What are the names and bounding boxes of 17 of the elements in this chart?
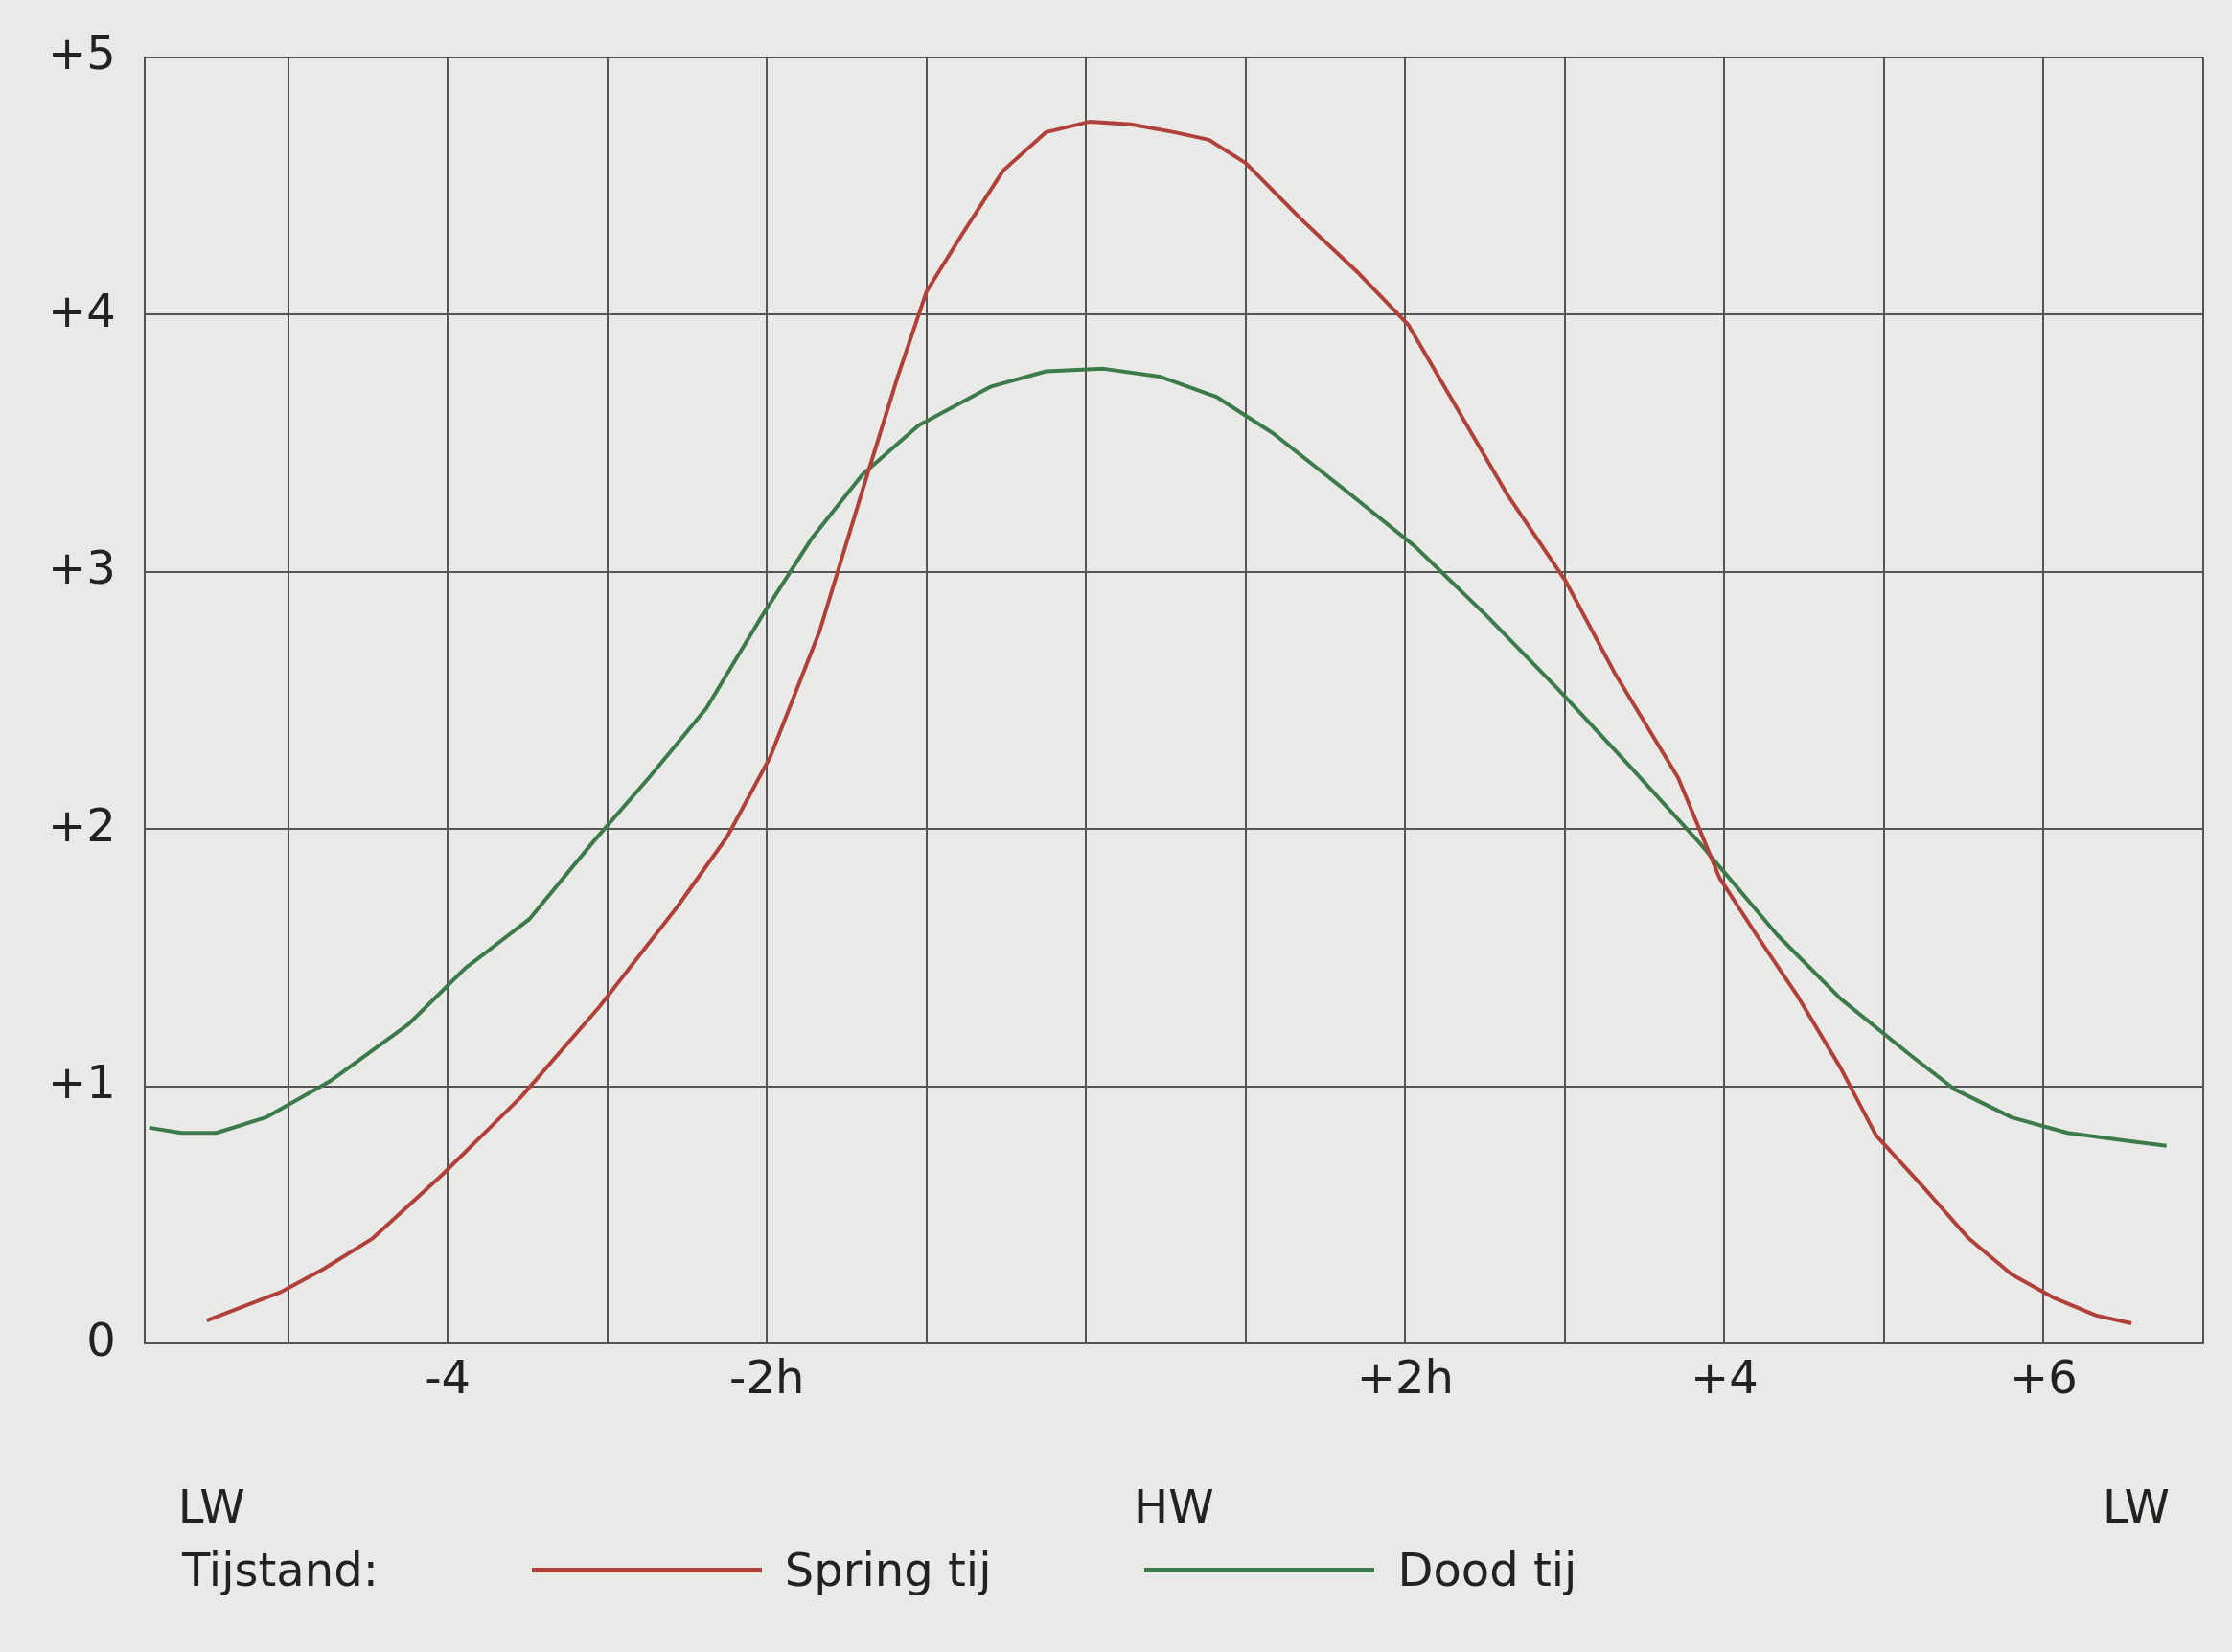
- y-tick-label: +1: [47, 1055, 116, 1110]
- x-tick-label: -4: [425, 1349, 472, 1404]
- y-tick-label: +3: [47, 540, 116, 595]
- legend-label: Dood tij: [1397, 1543, 1577, 1596]
- text: LW: [177, 1479, 245, 1533]
- y-tick-label: 0: [86, 1312, 116, 1366]
- y-tick-label: +2: [47, 797, 116, 852]
- y-tick-label: +5: [47, 26, 116, 80]
- legend-title: Tijstand:: [182, 1543, 379, 1596]
- text: HW: [1134, 1479, 1214, 1533]
- text: LW: [2103, 1479, 2170, 1533]
- x-tick-label: -2h: [729, 1349, 805, 1404]
- x-tick-label: +4: [1691, 1349, 1759, 1404]
- y-tick-label: +4: [47, 283, 116, 337]
- x-tick-label: +2h: [1356, 1349, 1454, 1404]
- legend-label: Spring tij: [784, 1543, 992, 1596]
- x-tick-label: +6: [2010, 1349, 2078, 1404]
